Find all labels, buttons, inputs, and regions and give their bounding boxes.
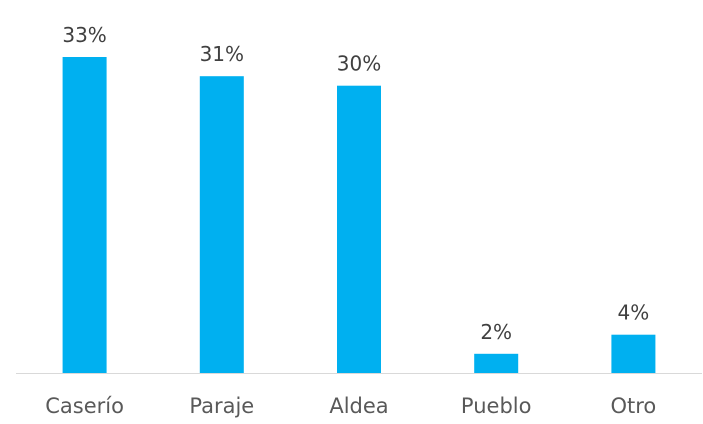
data-label-aldea: 30% bbox=[337, 52, 381, 76]
category-label-paraje: Paraje bbox=[189, 394, 254, 418]
bar-otro bbox=[611, 334, 656, 373]
bars-layer bbox=[62, 57, 656, 373]
category-label-aldea: Aldea bbox=[329, 394, 388, 418]
bar-aldea bbox=[337, 85, 381, 373]
category-label-pueblo: Pueblo bbox=[461, 394, 532, 418]
bar-paraje bbox=[199, 76, 244, 373]
data-label-paraje: 31% bbox=[200, 42, 244, 66]
bar-pueblo bbox=[474, 353, 519, 373]
category-labels-layer: Caserío Paraje Aldea Pueblo Otro bbox=[45, 394, 656, 418]
data-label-caserio: 33% bbox=[62, 23, 106, 47]
data-label-otro: 4% bbox=[618, 301, 650, 325]
category-label-otro: Otro bbox=[611, 394, 657, 418]
data-label-pueblo: 2% bbox=[480, 320, 512, 344]
data-labels-layer: 33% 31% 30% 2% 4% bbox=[62, 23, 649, 344]
bar-caserio bbox=[62, 57, 107, 373]
category-label-caserio: Caserío bbox=[45, 394, 124, 418]
